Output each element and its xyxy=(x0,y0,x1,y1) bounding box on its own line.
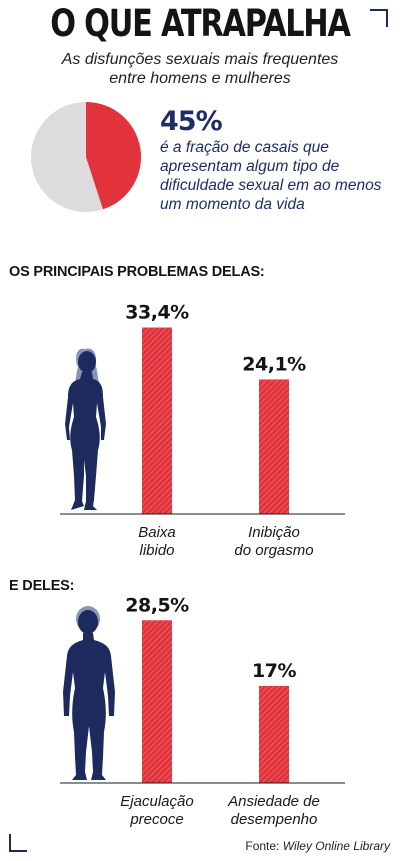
category-label-2-line-2: desempenho xyxy=(231,811,318,828)
pie-description: é a fração de casais que apresentam algu… xyxy=(160,139,382,213)
category-label-1-line-1: Ejaculação xyxy=(120,793,193,810)
source-name: Wiley Online Library xyxy=(282,839,390,853)
corner-mark-bottom-left xyxy=(9,834,27,852)
bar-value-label-1: 28,5% xyxy=(125,594,189,616)
corner-mark-top-right xyxy=(370,9,388,27)
source-credit: Fonte: Wiley Online Library xyxy=(245,839,390,853)
man-silhouette-icon xyxy=(63,606,115,780)
page-title: O QUE ATRAPALHA xyxy=(50,2,351,45)
bar-2 xyxy=(259,379,289,514)
bar-value-label-1: 33,4% xyxy=(125,302,189,324)
category-label-1-line-1: Baixa xyxy=(138,524,176,541)
bar-1 xyxy=(142,620,172,783)
bar-value-label-2: 24,1% xyxy=(242,353,306,375)
subtitle-line-1: As disfunções sexuais mais frequentes xyxy=(61,51,339,68)
category-label-1-line-2: precoce xyxy=(129,811,183,828)
couples-pie-chart xyxy=(31,102,142,212)
bar-1 xyxy=(142,327,172,514)
bar-2 xyxy=(259,685,289,783)
source-prefix: Fonte: xyxy=(245,839,280,853)
pie-percent-label: 45% xyxy=(160,106,223,137)
subtitle-line-2: entre homens e mulheres xyxy=(109,70,291,87)
section-title-men: E DELES: xyxy=(9,578,75,594)
category-label-2-line-1: Ansiedade de xyxy=(227,793,320,810)
subtitle: As disfunções sexuais mais frequentes en… xyxy=(0,50,400,88)
category-label-2-line-2: do orgasmo xyxy=(234,542,313,559)
category-label-2-line-1: Inibição xyxy=(248,524,300,541)
pie-slice-45-percent xyxy=(86,102,142,210)
category-label-1-line-2: libido xyxy=(139,542,174,559)
section-title-women: OS PRINCIPAIS PROBLEMAS DELAS: xyxy=(9,264,265,280)
woman-silhouette-icon xyxy=(65,348,106,510)
bar-value-label-2: 17% xyxy=(252,660,296,682)
